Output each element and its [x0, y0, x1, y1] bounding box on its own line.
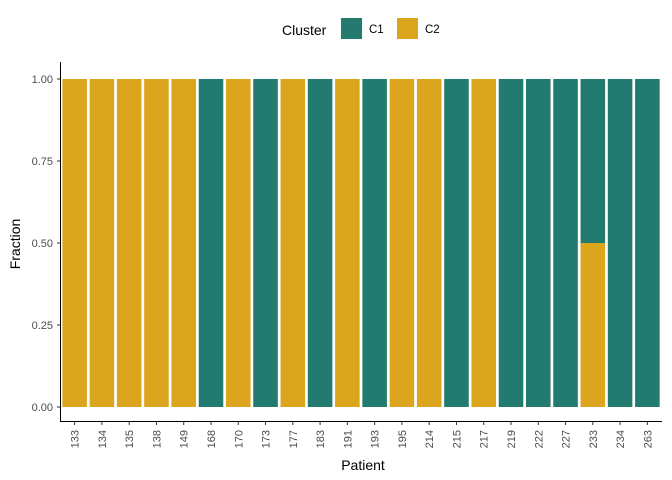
x-tick-label: 222: [533, 430, 545, 448]
bar-c2-217: [471, 79, 496, 407]
bar-c1-183: [307, 79, 333, 407]
x-axis-title: Patient: [341, 457, 385, 473]
x-tick-label: 219: [506, 430, 518, 448]
x-tick-label: 195: [397, 430, 409, 448]
x-tick-label: 217: [479, 430, 491, 448]
bar-c1-227: [553, 79, 578, 407]
legend-key-c2: [397, 18, 418, 39]
bar-c2-138: [144, 79, 169, 407]
y-tick-label: 0.75: [32, 156, 53, 168]
y-tick-label: 0.00: [32, 402, 53, 414]
y-tick-label: 0.25: [32, 320, 53, 332]
bar-c1-234: [607, 79, 633, 407]
bar-c1-215: [444, 79, 469, 407]
y-tick-label: 0.50: [32, 238, 53, 250]
x-tick-label: 233: [588, 430, 600, 448]
legend-title: Cluster: [282, 22, 327, 38]
bar-c2-149: [171, 79, 196, 407]
legend-label-c2: C2: [425, 24, 440, 36]
x-tick-label: 173: [261, 430, 273, 448]
x-tick-label: 263: [642, 430, 654, 448]
bar-c2-195: [389, 79, 415, 407]
y-tick-label: 1.00: [32, 74, 53, 86]
bar-c2-134: [89, 79, 115, 407]
x-tick-label: 135: [124, 430, 136, 448]
x-tick-label: 170: [233, 430, 245, 448]
x-tick-label: 168: [206, 430, 218, 448]
bar-c2-191: [335, 79, 360, 407]
bar-c2-233: [580, 243, 606, 407]
bar-c1-222: [526, 79, 551, 407]
bar-c2-135: [116, 79, 142, 407]
x-tick-label: 133: [70, 430, 82, 448]
x-tick-label: 149: [179, 430, 191, 448]
x-tick-label: 193: [370, 430, 382, 448]
bar-c1-168: [198, 79, 224, 407]
x-tick-label: 138: [151, 430, 163, 448]
bar-c2-133: [62, 79, 87, 407]
legend-key-c1: [341, 18, 362, 39]
bar-c2-170: [226, 79, 251, 407]
y-axis-title: Fraction: [7, 219, 23, 270]
bar-c1-193: [362, 79, 387, 407]
x-tick-label: 183: [315, 430, 327, 448]
x-axis-ticks: 133 134 135 138 149 168 170 173 177 183 191 193 195 2…: [70, 422, 654, 448]
x-tick-label: 214: [424, 430, 436, 448]
bar-c2-214: [416, 79, 442, 407]
x-tick-label: 191: [342, 430, 354, 448]
bar-c1-173: [253, 79, 278, 407]
legend: Cluster C1 C2: [282, 18, 440, 39]
x-tick-label: 227: [561, 430, 573, 448]
legend-label-c1: C1: [369, 24, 384, 36]
bar-c1-219: [498, 79, 524, 407]
bar-c1-233: [580, 79, 606, 243]
bars-group: [62, 79, 660, 407]
x-tick-label: 177: [288, 430, 300, 448]
bar-c1-263: [635, 79, 660, 407]
x-tick-label: 134: [97, 430, 109, 448]
x-tick-label: 215: [451, 430, 463, 448]
y-axis-ticks: 0.00 0.25 0.50 0.75 1.00: [32, 74, 60, 414]
x-tick-label: 234: [615, 430, 627, 448]
bar-c2-177: [280, 79, 306, 407]
